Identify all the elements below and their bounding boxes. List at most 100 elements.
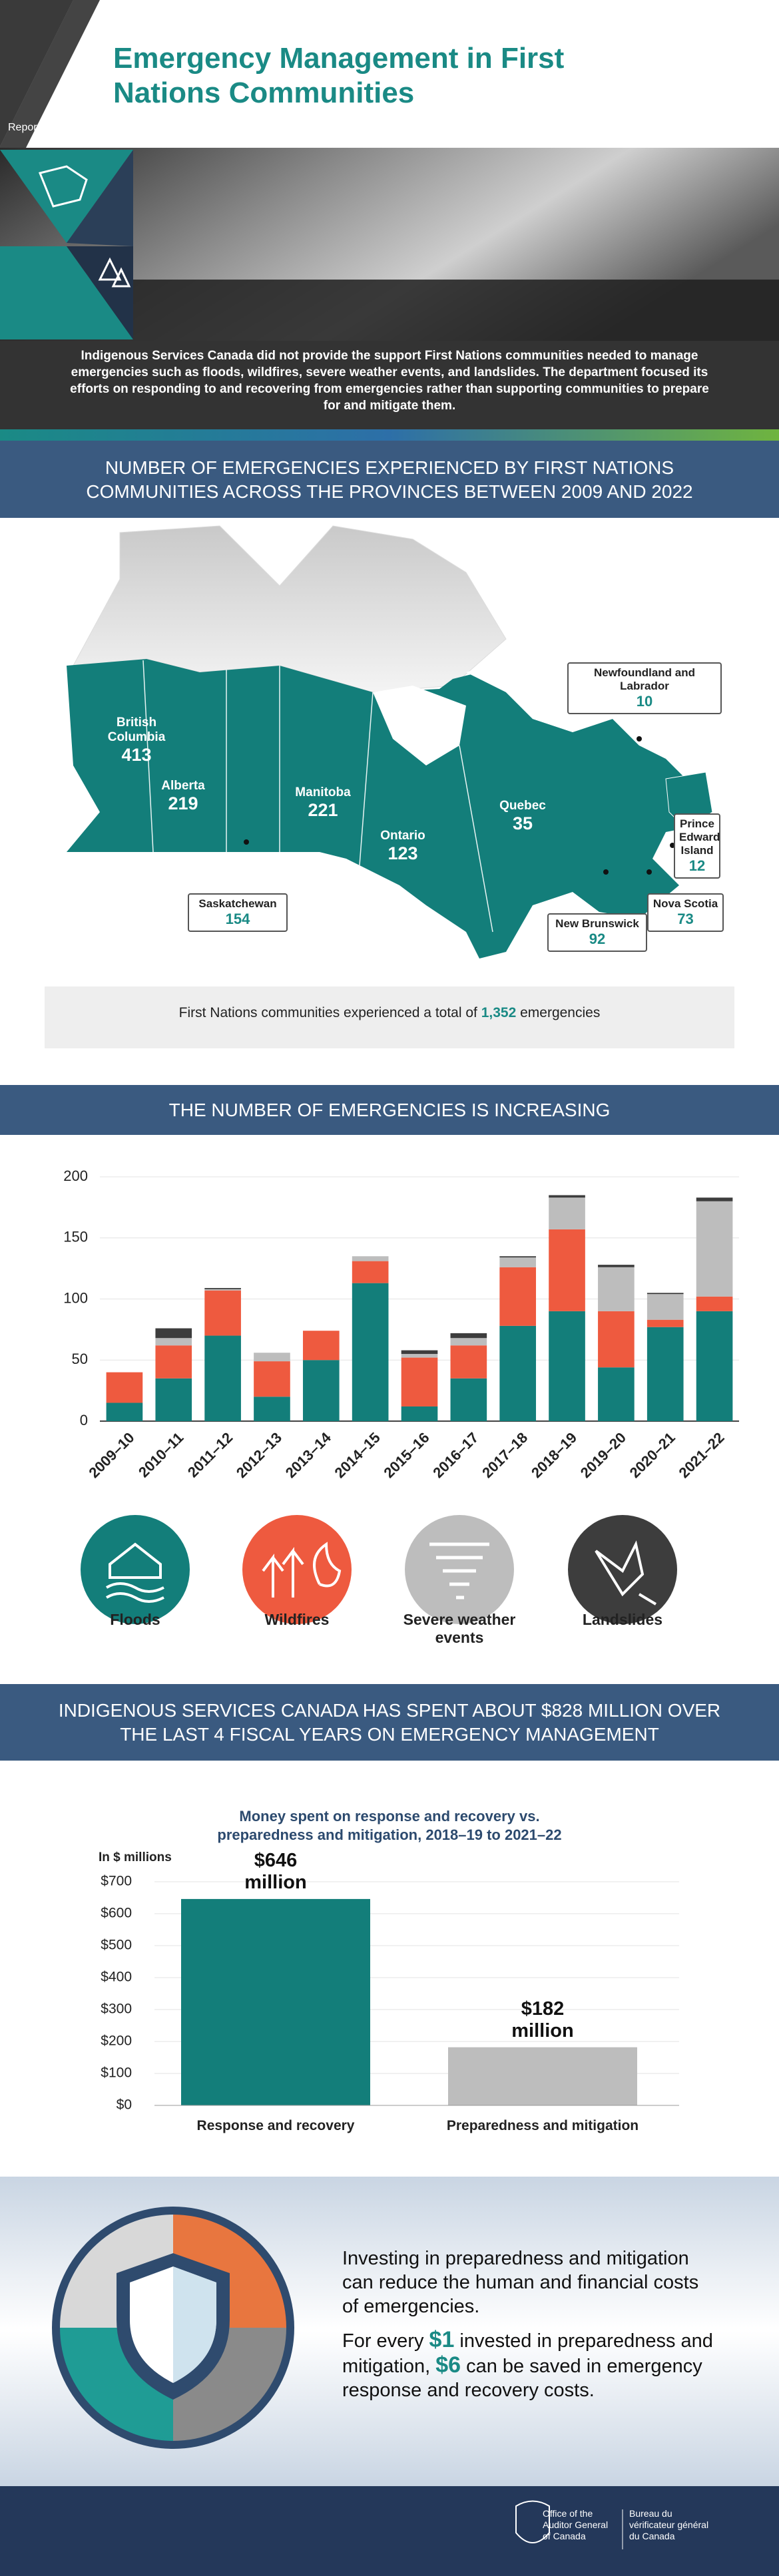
header-triangle bbox=[0, 150, 133, 243]
value-label: $646 million bbox=[244, 1849, 307, 1893]
x-tick-label: Response and recovery bbox=[196, 2118, 355, 2133]
total-prefix: First Nations communities experienced a … bbox=[178, 1005, 481, 1020]
region-value: 413 bbox=[121, 745, 152, 765]
bar-segment bbox=[204, 1335, 241, 1421]
footer-fr: Bureau du vérificateur général du Canada bbox=[629, 2508, 709, 2541]
x-tick-label: 2016–17 bbox=[429, 1429, 481, 1481]
bar-segment bbox=[401, 1357, 438, 1406]
x-tick-label: 2011–12 bbox=[184, 1429, 236, 1480]
y-tick-label: $300 bbox=[101, 2002, 132, 2017]
map-label: Quebec 35 bbox=[486, 799, 559, 834]
y-tick-label: $500 bbox=[101, 1938, 132, 1953]
x-tick-label: 2013–14 bbox=[282, 1428, 335, 1481]
total-suffix: emergencies bbox=[516, 1005, 601, 1020]
region-name: Prince Edward Island bbox=[679, 817, 720, 857]
bar-segment bbox=[106, 1402, 143, 1421]
bar-segment bbox=[155, 1338, 192, 1346]
report-label: Reports 2022 bbox=[8, 122, 73, 133]
bar bbox=[181, 1898, 370, 2105]
map-label: Nova Scotia 73 bbox=[647, 893, 724, 932]
bar-segment bbox=[696, 1296, 733, 1311]
section-band bbox=[0, 1085, 779, 1135]
header-triangle bbox=[67, 246, 133, 339]
total-box bbox=[45, 986, 734, 1048]
bar-segment bbox=[549, 1229, 585, 1311]
y-tick-label: $400 bbox=[101, 1970, 132, 1985]
region-name: Quebec bbox=[499, 799, 546, 813]
region-value: 92 bbox=[589, 931, 606, 947]
intro-band bbox=[0, 341, 779, 429]
map-label: Ontario 123 bbox=[363, 829, 443, 864]
section-heading: INDIGENOUS SERVICES CANADA HAS SPENT ABO… bbox=[58, 1700, 721, 1745]
y-tick-label: $200 bbox=[101, 2034, 132, 2049]
bar-segment bbox=[401, 1406, 438, 1421]
legend-label: Severe weather events bbox=[403, 1611, 516, 1646]
region-value: 12 bbox=[688, 857, 706, 874]
map-label: New Brunswick 92 bbox=[547, 913, 647, 952]
region-name: Newfoundland and Labrador bbox=[593, 666, 696, 692]
investment-p2: For every $1 invested in preparedness an… bbox=[342, 2328, 715, 2402]
investment-text: Investing in preparedness and mitigation… bbox=[342, 2247, 715, 2402]
x-tick-label: 2020–21 bbox=[627, 1429, 678, 1481]
x-tick-label: 2019–20 bbox=[577, 1429, 629, 1481]
map-borders bbox=[142, 660, 493, 933]
emblem bbox=[52, 2207, 294, 2449]
y-tick-label: $100 bbox=[101, 2065, 132, 2081]
region-name: British Columbia bbox=[107, 716, 166, 744]
region-value: 35 bbox=[512, 813, 533, 833]
x-tick-label: Preparedness and mitigation bbox=[446, 2118, 639, 2133]
section-band bbox=[0, 1684, 779, 1761]
bar-segment bbox=[549, 1311, 585, 1421]
region-value: 219 bbox=[168, 793, 198, 813]
floods-symbol bbox=[105, 1542, 164, 1603]
bar bbox=[448, 2047, 637, 2105]
footer bbox=[0, 2486, 779, 2576]
bar-segment bbox=[204, 1287, 241, 1289]
value-label: $182 million bbox=[511, 1998, 574, 2041]
x-tick-label: 2021–22 bbox=[675, 1429, 727, 1481]
map-label: British Columbia 413 bbox=[93, 716, 180, 765]
map-label: Alberta 219 bbox=[146, 779, 220, 814]
y-tick-label: 200 bbox=[63, 1168, 88, 1184]
bar-segment bbox=[549, 1197, 585, 1229]
text: can be saved in emergency response and r… bbox=[342, 2356, 702, 2401]
y-tick-label: $700 bbox=[101, 1874, 132, 1889]
header-triangle bbox=[0, 246, 133, 339]
floods-icon bbox=[81, 1515, 190, 1624]
total-value: 1,352 bbox=[481, 1005, 517, 1020]
region-value: 221 bbox=[308, 800, 338, 820]
total-text: First Nations communities experienced a … bbox=[45, 1005, 734, 1021]
x-tick-label: 2010–11 bbox=[135, 1429, 186, 1480]
bar-segment bbox=[204, 1290, 241, 1336]
bar-segment bbox=[450, 1333, 487, 1339]
map-label: Prince Edward Island 12 bbox=[674, 813, 720, 879]
x-tick-label: 2014–15 bbox=[332, 1429, 384, 1481]
section-heading: THE NUMBER OF EMERGENCIES IS INCREASING bbox=[168, 1100, 611, 1120]
bar-segment bbox=[450, 1338, 487, 1346]
bar-segment bbox=[352, 1256, 389, 1261]
bar-segment bbox=[696, 1197, 733, 1201]
text: For every bbox=[342, 2330, 429, 2352]
chart-title: Money spent on response and recovery vs.… bbox=[217, 1808, 562, 1843]
region-name: New Brunswick bbox=[555, 917, 639, 930]
footer-en: Office of the Auditor General of Canada bbox=[543, 2508, 609, 2541]
legend-label: Floods bbox=[110, 1611, 160, 1628]
bar-segment bbox=[598, 1267, 635, 1311]
x-tick-label: 2017–18 bbox=[479, 1429, 531, 1481]
bar-segment bbox=[549, 1195, 585, 1198]
investment-p1: Investing in preparedness and mitigation… bbox=[342, 2248, 699, 2317]
section-band bbox=[0, 441, 779, 518]
text: invested in preparedness and mitigation, bbox=[342, 2330, 713, 2377]
bar-segment bbox=[647, 1293, 684, 1295]
bar-segment bbox=[696, 1311, 733, 1421]
region-name: Manitoba bbox=[295, 785, 351, 799]
y-axis-label: In $ millions bbox=[99, 1850, 172, 1864]
bar-segment bbox=[155, 1328, 192, 1339]
bar-segment bbox=[254, 1353, 290, 1362]
map-provinces bbox=[67, 659, 699, 959]
bar-segment bbox=[254, 1396, 290, 1421]
bar-segment bbox=[302, 1360, 340, 1421]
